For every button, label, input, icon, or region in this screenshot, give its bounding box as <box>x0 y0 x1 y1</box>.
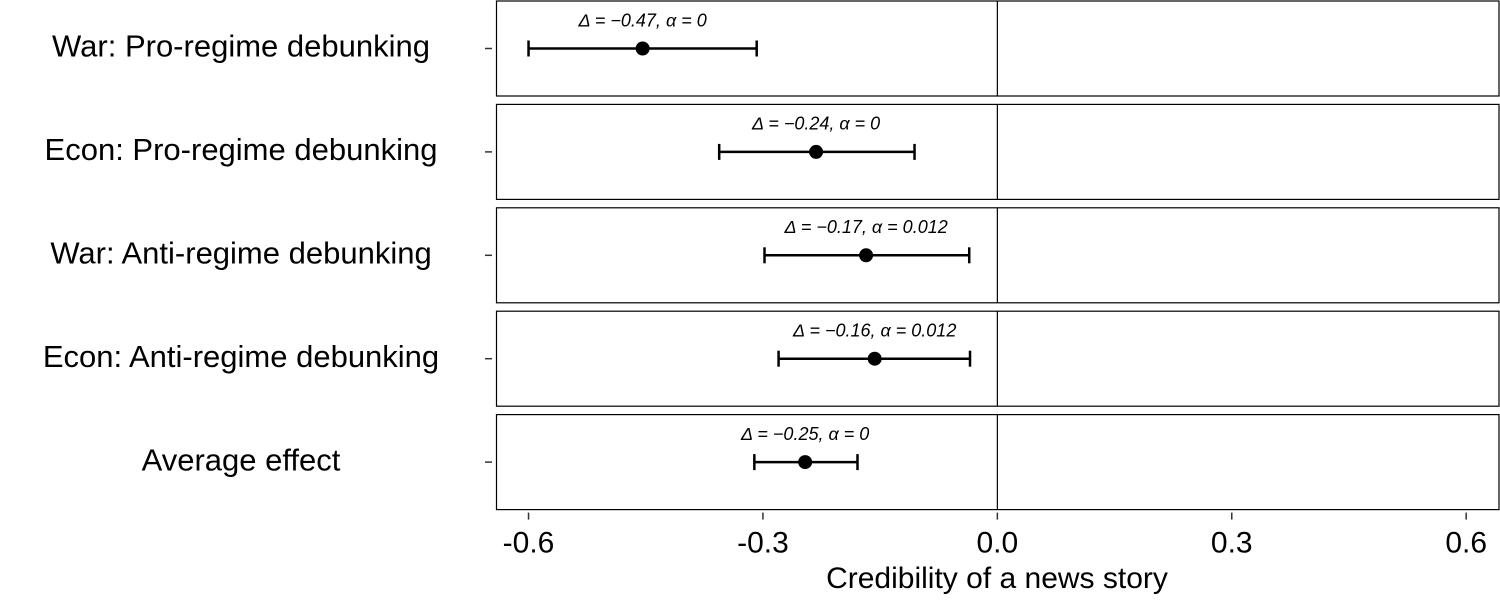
point <box>798 455 813 470</box>
annotation: Δ = −0.25, α = 0 <box>740 424 869 444</box>
y-tick-label: War: Anti-regime debunking <box>50 235 431 270</box>
y-tick-label: Econ: Anti-regime debunking <box>43 339 439 374</box>
x-tick-label: -0.3 <box>737 527 789 560</box>
x-axis-label: Credibility of a news story <box>826 562 1168 595</box>
y-tick-label: Average effect <box>142 442 341 477</box>
point <box>859 248 874 263</box>
x-tick-label: 0.3 <box>1211 527 1253 560</box>
point <box>809 144 824 159</box>
annotation: Δ = −0.16, α = 0.012 <box>792 320 956 340</box>
x-tick-label: -0.6 <box>503 527 555 560</box>
point <box>635 41 650 56</box>
x-tick-label: 0.0 <box>976 527 1018 560</box>
y-tick-label: War: Pro-regime debunking <box>52 29 430 64</box>
annotation: Δ = −0.24, α = 0 <box>751 114 880 134</box>
x-tick-label: 0.6 <box>1445 527 1487 560</box>
point <box>867 351 882 366</box>
annotation: Δ = −0.17, α = 0.012 <box>783 217 947 237</box>
annotation: Δ = −0.47, α = 0 <box>577 10 706 30</box>
y-tick-label: Econ: Pro-regime debunking <box>45 132 438 167</box>
